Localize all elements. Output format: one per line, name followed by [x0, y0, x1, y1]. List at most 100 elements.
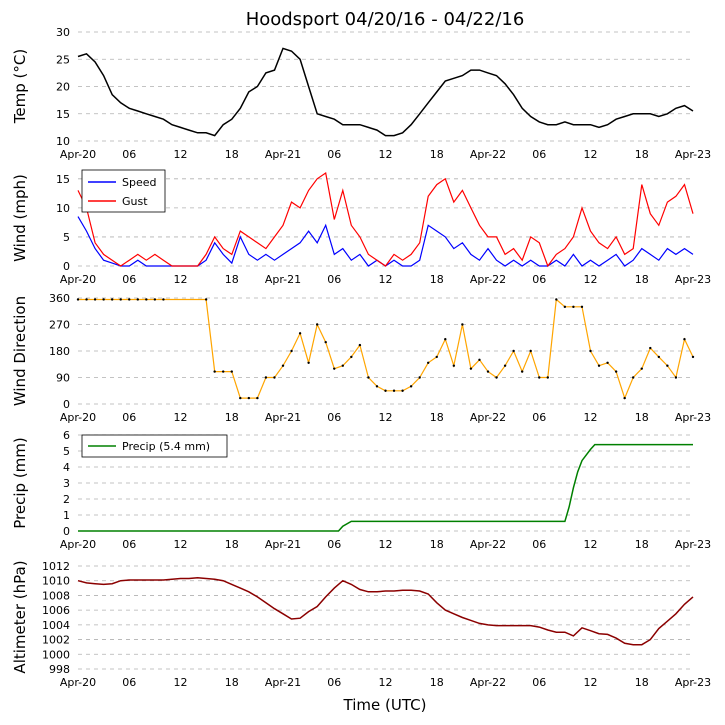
wind-x-tick-label: 12 — [174, 273, 188, 286]
precip-x-tick-label: Apr-20 — [60, 538, 96, 551]
direction-x-tick-label: 18 — [430, 411, 444, 424]
direction-point — [409, 385, 413, 388]
altimeter-grid — [78, 565, 693, 670]
precip-x-tick-label: 18 — [635, 538, 649, 551]
temp-x-tick-label: Apr-21 — [265, 148, 301, 161]
direction-point — [427, 361, 430, 364]
direction-point — [666, 364, 669, 367]
direction-y-tick-label: 270 — [49, 319, 70, 332]
altimeter-x-tick-label: 06 — [532, 676, 546, 689]
temp-y-tick-label: 15 — [56, 108, 70, 121]
direction-point — [85, 298, 88, 301]
wind-ylabel: Wind (mph) — [11, 174, 29, 262]
temp-x-tick-label: 18 — [430, 148, 444, 161]
direction-x-tick-label: Apr-23 — [675, 411, 711, 424]
temp-x-tick-label: 18 — [635, 148, 649, 161]
direction-x-tick-label: 06 — [327, 411, 341, 424]
direction-point — [273, 376, 276, 379]
direction-point — [281, 364, 285, 367]
direction-point — [119, 298, 122, 301]
direction-x-tick-label: 18 — [225, 411, 239, 424]
direction-x-tick-label: 12 — [174, 411, 188, 424]
direction-point — [333, 367, 336, 370]
wind-x-tick-label: 18 — [635, 273, 649, 286]
direction-point — [589, 349, 592, 353]
altimeter-y-tick-label: 1008 — [42, 589, 70, 602]
direction-point — [495, 376, 498, 379]
direction-y-tick-label: 90 — [56, 372, 70, 385]
altimeter-x-ticks: Apr-20 06 12 18 Apr-21 06 12 18 Apr-22 06 12 18 Apr-… — [60, 676, 711, 689]
wind-y-tick-label: 0 — [63, 260, 70, 273]
precip-x-tick-label: Apr-23 — [675, 538, 711, 551]
direction-x-tick-label: Apr-20 — [60, 411, 96, 424]
precip-x-tick-label: Apr-22 — [470, 538, 506, 551]
altimeter-y-tick-label: 1004 — [42, 619, 70, 632]
direction-point — [350, 355, 353, 359]
wind-legend-box — [81, 169, 166, 213]
wind-speed-line — [77, 216, 694, 267]
direction-x-tick-label: Apr-21 — [265, 411, 301, 424]
direction-x-tick-label: 06 — [532, 411, 546, 424]
direction-point — [367, 376, 370, 379]
precip-y-ticks: 0 1 2 3 4 5 6 — [63, 429, 70, 538]
precip-ylabel: Precip (mm) — [11, 437, 29, 528]
temp-ylabel: Temp (°C) — [11, 49, 29, 124]
x-axis-label: Time (UTC) — [343, 696, 427, 714]
altimeter-y-tick-label: 1002 — [42, 634, 70, 647]
direction-point — [264, 376, 268, 379]
temp-x-tick-label: 06 — [532, 148, 546, 161]
precip-y-tick-label: 0 — [63, 525, 70, 538]
direction-point — [674, 376, 678, 379]
wind-x-tick-label: 18 — [430, 273, 444, 286]
wind-x-tick-label: Apr-21 — [265, 273, 301, 286]
altimeter-x-tick-label: 12 — [584, 676, 598, 689]
direction-point — [657, 355, 661, 359]
direction-x-tick-label: 12 — [379, 411, 393, 424]
precip-x-tick-label: 06 — [327, 538, 341, 551]
direction-grid — [78, 297, 693, 405]
altimeter-x-tick-label: 06 — [122, 676, 136, 689]
direction-point — [538, 376, 541, 379]
wind-x-tick-label: 06 — [122, 273, 136, 286]
precip-y-tick-label: 4 — [63, 461, 70, 474]
direction-point — [145, 298, 148, 301]
direction-point — [452, 364, 456, 367]
direction-point — [256, 396, 259, 400]
precip-x-tick-label: 18 — [225, 538, 239, 551]
altimeter-x-tick-label: Apr-21 — [265, 676, 301, 689]
direction-point — [358, 343, 362, 347]
wind-grid — [78, 178, 693, 267]
wind-legend-speed-label: Speed — [122, 176, 156, 189]
altimeter-x-tick-label: 18 — [635, 676, 649, 689]
wind-y-tick-label: 5 — [63, 231, 70, 244]
wind-panel: 0 5 10 15 Apr-20 06 12 18 Apr-21 06 12 18 Apr-22 06 1… — [11, 169, 711, 286]
direction-point — [384, 389, 387, 392]
direction-point — [461, 323, 464, 326]
altimeter-x-tick-label: Apr-22 — [470, 676, 506, 689]
direction-line — [78, 298, 694, 400]
precip-x-tick-label: Apr-21 — [265, 538, 301, 551]
direction-x-tick-label: 12 — [584, 411, 598, 424]
direction-point — [204, 298, 208, 301]
direction-point — [640, 367, 643, 370]
altimeter-y-tick-label: 998 — [49, 663, 70, 676]
temp-x-tick-label: 12 — [584, 148, 598, 161]
temp-x-tick-label: 18 — [225, 148, 239, 161]
direction-point — [324, 340, 327, 344]
direction-point — [136, 298, 139, 301]
precip-y-tick-label: 1 — [63, 509, 70, 522]
direction-point — [555, 298, 558, 301]
precip-x-tick-label: 12 — [584, 538, 598, 551]
wind-y-ticks: 0 5 10 15 — [56, 173, 70, 273]
direction-y-ticks: 0 90 180 270 360 — [49, 292, 70, 411]
direction-y-tick-label: 360 — [49, 292, 70, 305]
altimeter-y-tick-label: 1006 — [42, 604, 70, 617]
direction-point — [392, 389, 396, 392]
wind-x-tick-label: Apr-22 — [470, 273, 506, 286]
direction-point — [512, 349, 515, 353]
precip-x-tick-label: 06 — [122, 538, 136, 551]
direction-point — [162, 298, 165, 301]
altimeter-y-tick-label: 1010 — [42, 575, 70, 588]
